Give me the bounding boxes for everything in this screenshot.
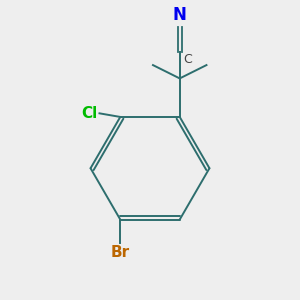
Text: N: N [173,6,187,24]
Text: Cl: Cl [82,106,98,121]
Text: Br: Br [111,245,130,260]
Text: C: C [183,53,192,66]
